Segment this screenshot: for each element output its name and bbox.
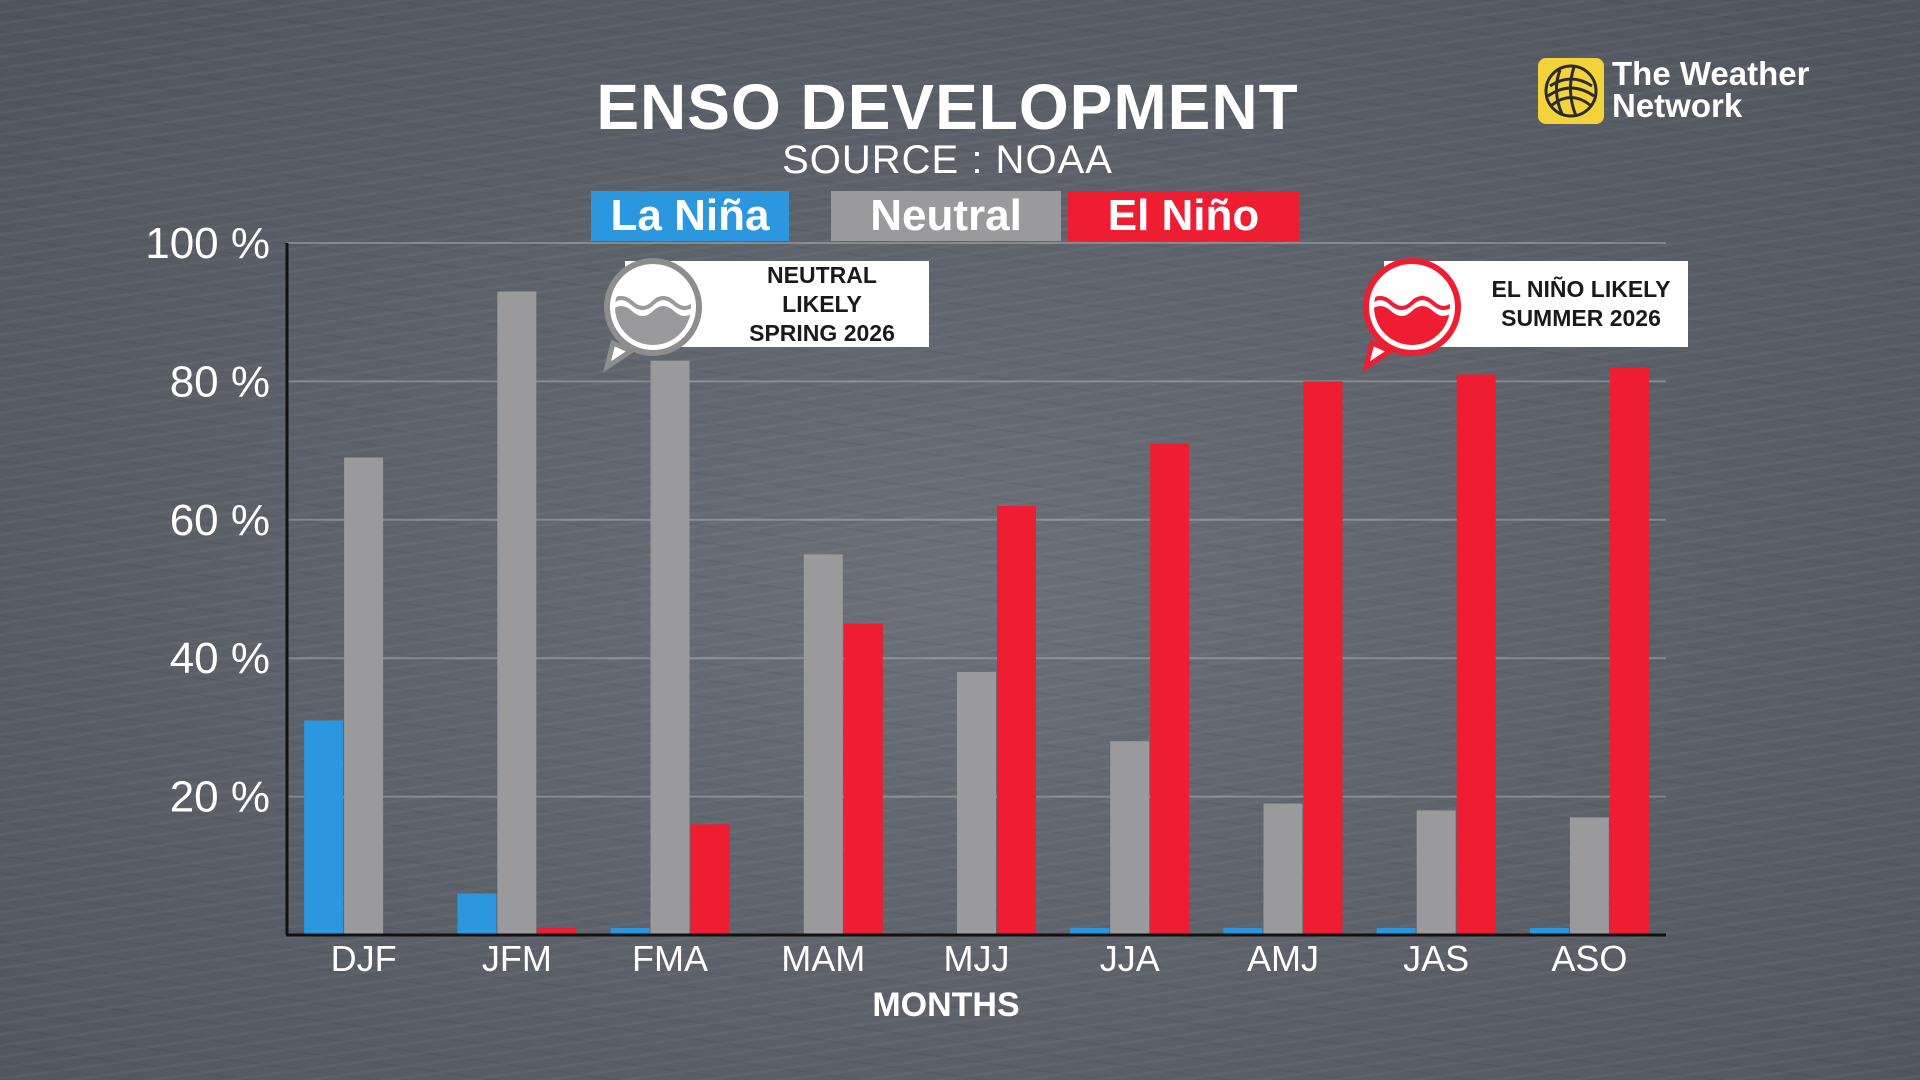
bar-djf-1: [344, 457, 384, 935]
bar-jas-0: [1376, 928, 1416, 935]
callout-neutral-text: NEUTRAL LIKELY SPRING 2026: [749, 261, 895, 346]
brand-line-1: The Weather: [1612, 55, 1810, 92]
bar-amj-2: [1303, 381, 1343, 935]
brand-line-2: Network: [1612, 87, 1743, 124]
bar-jfm-1: [497, 291, 537, 935]
brand-name: The Weather Network: [1612, 55, 1810, 124]
x-tick-labels: DJF JFM FMA MAM MJJ JJA AMJ JAS ASO: [331, 938, 1628, 979]
legend-el-nino: El Niño: [1068, 191, 1299, 241]
bar-mjj-2: [997, 505, 1036, 935]
bar-amj-0: [1223, 928, 1263, 935]
wave-bubble-icon: [603, 258, 702, 373]
y-tick-label: 80 %: [170, 357, 270, 406]
x-tick-label: ASO: [1551, 938, 1627, 979]
x-tick-label: JJA: [1100, 938, 1160, 979]
brand-logo: The Weather Network: [1538, 56, 1838, 128]
bar-fma-1: [650, 360, 690, 935]
callout-el-nino-text: EL NIÑO LIKELY SUMMER 2026: [1491, 276, 1671, 331]
bar-aso-0: [1529, 928, 1569, 935]
callout-el-nino: EL NIÑO LIKELY SUMMER 2026: [1362, 258, 1688, 373]
bar-djf-0: [304, 720, 344, 935]
bars: [304, 291, 1649, 936]
y-tick-label: 100 %: [145, 219, 270, 268]
bar-jfm-0: [457, 893, 497, 935]
x-tick-label: JAS: [1403, 938, 1469, 979]
x-tick-label: AMJ: [1247, 938, 1319, 979]
callout-neutral: NEUTRAL LIKELY SPRING 2026: [603, 258, 929, 373]
bar-mam-1: [803, 554, 843, 935]
chart-subtitle: SOURCE : NOAA: [782, 138, 1113, 182]
legend-la-nina: La Niña: [591, 191, 789, 241]
bar-fma-2: [690, 824, 730, 935]
bar-aso-2: [1609, 367, 1649, 935]
bar-fma-0: [610, 928, 650, 935]
bar-mam-2: [843, 623, 883, 935]
legend-neutral: Neutral: [831, 191, 1061, 241]
bar-jfm-2: [537, 928, 577, 935]
y-tick-label: 20 %: [170, 773, 270, 822]
bar-aso-1: [1569, 817, 1609, 935]
bar-mjj-1: [957, 672, 996, 935]
bar-amj-1: [1263, 803, 1303, 935]
wave-bubble-icon: [1362, 258, 1461, 373]
x-tick-label: DJF: [331, 938, 397, 979]
x-tick-label: MAM: [781, 938, 865, 979]
bar-jas-2: [1456, 374, 1496, 936]
y-tick-label: 40 %: [170, 634, 270, 683]
x-tick-label: JFM: [482, 938, 552, 979]
x-tick-label: MJJ: [944, 938, 1010, 979]
x-tick-label: FMA: [632, 938, 708, 979]
chart-title: ENSO DEVELOPMENT: [596, 71, 1299, 143]
bar-jja-0: [1070, 928, 1110, 935]
globe-icon: [1538, 58, 1604, 124]
y-tick-label: 60 %: [170, 496, 270, 545]
y-tick-labels: 20 % 40 % 60 % 80 % 100 %: [145, 219, 270, 822]
bar-jja-1: [1110, 741, 1150, 935]
x-axis-label: MONTHS: [872, 986, 1019, 1024]
bar-jas-1: [1416, 810, 1456, 935]
bar-jja-2: [1150, 443, 1190, 935]
